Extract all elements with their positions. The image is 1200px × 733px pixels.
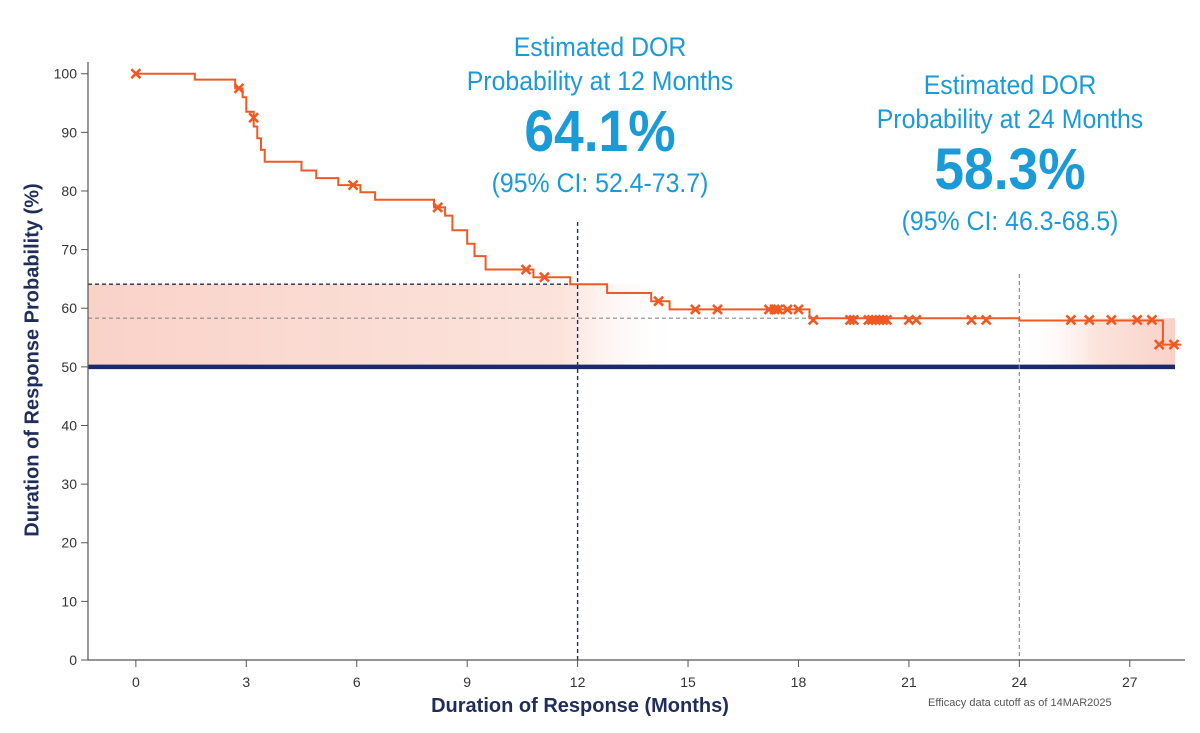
censor-mark	[1083, 314, 1095, 326]
censor-mark-stroke	[848, 314, 860, 326]
y-tick-label: 10	[61, 593, 77, 609]
censor-mark-stroke	[772, 303, 784, 315]
censor-mark-stroke	[1083, 314, 1095, 326]
y-tick-label: 60	[61, 300, 77, 316]
censor-mark-stroke	[769, 303, 780, 315]
shaded-band-layer	[88, 284, 1175, 367]
x-tick-label: 9	[463, 674, 471, 690]
censor-mark	[130, 68, 142, 80]
censor-mark	[520, 264, 532, 275]
censor-mark	[844, 314, 856, 326]
censor-mark	[782, 303, 793, 315]
censor-mark-stroke	[1131, 314, 1143, 326]
censor-mark	[347, 179, 359, 191]
annotation-24-line2: Probability at 24 Months	[876, 104, 1144, 134]
x-tick-label: 0	[132, 674, 140, 690]
y-tick-label: 30	[61, 476, 77, 492]
censor-mark-stroke	[233, 82, 245, 94]
censor-mark-stroke	[1065, 314, 1077, 326]
censor-mark-stroke	[653, 295, 665, 307]
censor-mark	[877, 314, 889, 326]
censor-mark-stroke	[980, 314, 992, 326]
censor-mark-stroke	[130, 68, 142, 80]
censor-mark	[712, 303, 723, 315]
annotation-12-ci: (95% CI: 52.4-73.7)	[491, 168, 709, 198]
y-tick-label: 50	[61, 359, 77, 375]
x-tick-label: 24	[1012, 674, 1028, 690]
censor-mark-stroke	[539, 271, 550, 283]
censor-mark	[1168, 339, 1180, 351]
x-tick-label: 6	[353, 674, 361, 690]
censor-mark	[1105, 314, 1117, 326]
x-axis-label: Duration of Response (Months)	[431, 695, 729, 717]
censor-mark	[848, 314, 860, 326]
censor-mark	[807, 314, 819, 326]
annotation-12-value: 64.1%	[524, 99, 676, 164]
censor-mark	[772, 303, 784, 315]
y-tick-label: 90	[61, 124, 77, 140]
y-axis-label: Duration of Response Probability (%)	[21, 183, 44, 537]
censor-mark-stroke	[793, 303, 804, 315]
annotation-12-line1: Estimated DOR	[513, 32, 687, 62]
censor-mark-stroke	[1168, 339, 1180, 351]
censor-mark	[233, 82, 245, 94]
censor-mark-stroke	[807, 314, 819, 326]
x-tick-label: 12	[570, 674, 586, 690]
censor-mark	[980, 314, 992, 326]
y-tick-label: 40	[61, 417, 77, 433]
censor-mark	[1131, 314, 1143, 326]
censor-mark	[539, 271, 550, 283]
censor-mark-stroke	[966, 314, 977, 326]
axes-layer: 0 10 20 30 40 50 60 70 80 90 100 0 3 6 9 12 15 18 21 24 27	[54, 62, 1185, 690]
reference-lines-layer	[88, 222, 1175, 660]
censor-mark-stroke	[1146, 314, 1158, 326]
y-tick-label: 100	[54, 66, 78, 82]
censor-mark	[432, 201, 444, 213]
censor-mark	[1065, 314, 1077, 326]
censor-mark-stroke	[1105, 314, 1117, 326]
censor-mark-stroke	[910, 314, 922, 326]
censor-mark	[689, 303, 701, 315]
censor-mark	[248, 112, 260, 124]
censor-mark-stroke	[520, 264, 532, 275]
censor-mark-stroke	[248, 112, 260, 124]
x-tick-label: 3	[242, 674, 250, 690]
annotation-24-ci: (95% CI: 46.3-68.5)	[901, 206, 1119, 236]
censor-mark-stroke	[877, 314, 889, 326]
censor-mark-stroke	[712, 303, 723, 315]
censor-mark	[910, 314, 922, 326]
censor-mark	[966, 314, 977, 326]
censor-mark	[793, 303, 804, 315]
censor-mark-stroke	[782, 303, 793, 315]
censor-mark-stroke	[844, 314, 856, 326]
y-tick-label: 0	[69, 652, 77, 668]
censor-mark	[1146, 314, 1158, 326]
censor-mark-stroke	[347, 179, 359, 191]
x-tick-label: 21	[901, 674, 917, 690]
censor-marks-layer	[130, 68, 1180, 351]
annotation-24-months: Estimated DOR Probability at 24 Months 5…	[830, 68, 1190, 238]
censor-mark	[1153, 339, 1165, 351]
censor-mark-stroke	[689, 303, 701, 315]
shaded-band-right	[1019, 318, 1175, 367]
censor-mark-stroke	[1153, 339, 1165, 351]
data-cutoff-footnote: Efficacy data cutoff as of 14MAR2025	[928, 697, 1112, 709]
annotation-12-months: Estimated DOR Probability at 12 Months 6…	[420, 30, 780, 200]
shaded-band-left	[88, 284, 681, 367]
annotation-24-line1: Estimated DOR	[923, 70, 1097, 100]
x-tick-label: 18	[791, 674, 807, 690]
censor-mark-stroke	[881, 314, 893, 326]
y-tick-label: 70	[61, 242, 77, 258]
censor-mark	[653, 295, 665, 307]
x-tick-label: 27	[1122, 674, 1138, 690]
x-tick-label: 15	[680, 674, 696, 690]
censor-mark	[769, 303, 780, 315]
annotation-24-value: 58.3%	[934, 137, 1086, 202]
y-tick-label: 20	[61, 535, 77, 551]
annotation-12-line2: Probability at 12 Months	[466, 66, 734, 96]
y-tick-label: 80	[61, 183, 77, 199]
censor-mark-stroke	[432, 201, 444, 213]
censor-mark	[881, 314, 893, 326]
